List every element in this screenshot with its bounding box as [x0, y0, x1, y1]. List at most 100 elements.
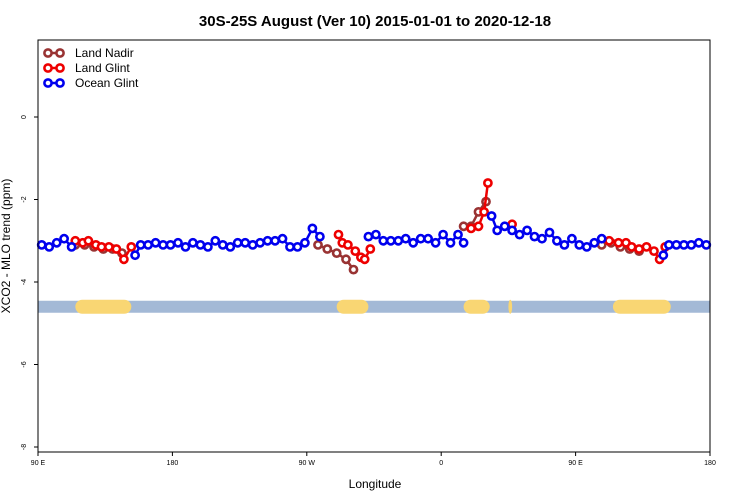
ocean-band — [38, 300, 710, 313]
land-nadir-legend-label: Land Nadir — [75, 46, 134, 60]
land-glint-point — [626, 241, 637, 252]
x-tick-label: 90 E — [568, 460, 583, 467]
ocean-glint-point — [567, 233, 577, 244]
ocean-glint-point — [701, 239, 712, 250]
x-tick-label: 180 — [704, 460, 716, 467]
ocean-glint-point — [445, 237, 456, 248]
ocean-glint-point — [693, 237, 704, 248]
ocean-glint-point — [596, 233, 607, 244]
land-glint-point — [365, 244, 376, 254]
y-axis-label: XCO2 - MLO trend (ppm) — [0, 179, 13, 314]
ocean-glint-point — [173, 237, 183, 248]
land-glint-point — [482, 178, 493, 188]
x-tick-label: 180 — [167, 460, 179, 467]
land-segment — [463, 299, 490, 314]
ocean-glint-point — [378, 235, 389, 246]
ocean-glint-point — [262, 235, 273, 246]
chart-title: 30S-25S August (Ver 10) 2015-01-01 to 20… — [199, 13, 551, 30]
land-glint-point — [359, 254, 370, 265]
y-axis: 0 -2 -4 -6 -8 — [21, 115, 38, 450]
land-nadir-point — [331, 248, 342, 258]
land-glint-legend-marker — [55, 63, 65, 73]
land-glint-legend-marker — [43, 63, 53, 73]
ocean-glint-point — [66, 241, 77, 252]
ocean-glint-point — [559, 239, 570, 250]
ocean-glint-point — [438, 229, 448, 240]
ocean-glint-point — [581, 241, 592, 252]
ocean-glint-point — [225, 241, 236, 252]
land-glint-point — [83, 235, 94, 246]
ocean-glint-point — [499, 221, 510, 232]
land-glint-legend-label: Land Glint — [75, 61, 130, 75]
ocean-glint-point — [430, 237, 441, 248]
ocean-glint-point — [664, 239, 674, 250]
ocean-glint-point — [385, 235, 396, 246]
land-segment — [612, 299, 671, 314]
ocean-glint-point — [537, 233, 547, 244]
x-axis-label: Longitude — [349, 477, 402, 491]
ocean-glint-point — [130, 250, 140, 261]
ocean-glint-point — [453, 229, 463, 240]
ocean-glint-point — [44, 241, 55, 252]
ocean-glint-point — [507, 225, 517, 236]
x-tick-label: 90 W — [299, 460, 316, 467]
land-glint-point — [641, 241, 652, 252]
ocean-glint-point — [232, 237, 243, 248]
ocean-glint-point — [552, 235, 562, 246]
ocean-glint-point — [408, 237, 419, 248]
ocean-glint-point — [187, 237, 198, 248]
ocean-glint-point — [492, 225, 503, 236]
y-tick-label: -4 — [21, 279, 28, 285]
ocean-glint-point — [423, 233, 433, 244]
land-glint-point — [119, 254, 129, 265]
ocean-glint-point — [458, 237, 469, 248]
plot-frame — [37, 39, 711, 453]
ocean-glint-point — [277, 233, 288, 244]
ocean-glint-legend-marker — [55, 78, 65, 88]
ocean-glint-point — [686, 239, 697, 250]
y-tick-label: -2 — [21, 196, 28, 202]
ocean-glint-point — [210, 235, 221, 246]
ocean-glint-point — [255, 237, 265, 248]
land-glint-point — [342, 239, 353, 250]
land-nadir-point — [458, 221, 469, 232]
ocean-glint-point — [307, 223, 318, 234]
ocean-glint-point — [522, 225, 532, 236]
land-nadir-point — [348, 264, 359, 275]
land-glint-point — [604, 235, 615, 246]
land-nadir-legend-marker — [55, 48, 65, 58]
y-tick-label: -8 — [21, 444, 28, 450]
land-glint-point — [104, 241, 114, 252]
ocean-glint-point — [671, 239, 682, 250]
land-glint-point — [333, 229, 344, 240]
x-tick-label: 90 E — [31, 460, 46, 467]
land-glint-point — [479, 206, 489, 217]
y-tick-label: -6 — [21, 361, 28, 367]
ocean-glint-point — [143, 239, 153, 250]
ocean-glint-point — [180, 241, 191, 252]
land-glint-point — [350, 246, 361, 256]
ocean-glint-point — [195, 239, 206, 250]
land-glint-point — [649, 246, 659, 256]
x-axis: 90 E 180 90 W 0 90 E 180 — [31, 452, 716, 467]
ocean-glint-point — [285, 241, 295, 252]
land-nadir-legend-marker — [43, 48, 53, 58]
land-glint-point — [473, 221, 484, 232]
ocean-glint-legend-marker — [43, 78, 53, 88]
ocean-glint-point — [514, 229, 525, 240]
land-segment — [508, 299, 513, 314]
ocean-glint-point — [59, 233, 69, 244]
ocean-glint-point — [486, 211, 497, 221]
x-tick-label: 0 — [439, 460, 443, 467]
land-glint-point — [126, 241, 137, 252]
y-tick-label: 0 — [21, 115, 28, 119]
land-segment — [75, 299, 132, 314]
ocean-glint-point — [370, 229, 381, 240]
ocean-glint-point — [51, 237, 62, 248]
land-nadir-point — [341, 254, 351, 265]
ocean-glint-point — [240, 237, 251, 248]
ocean-glint-legend-label: Ocean Glint — [75, 76, 139, 90]
series-layer — [36, 178, 712, 275]
